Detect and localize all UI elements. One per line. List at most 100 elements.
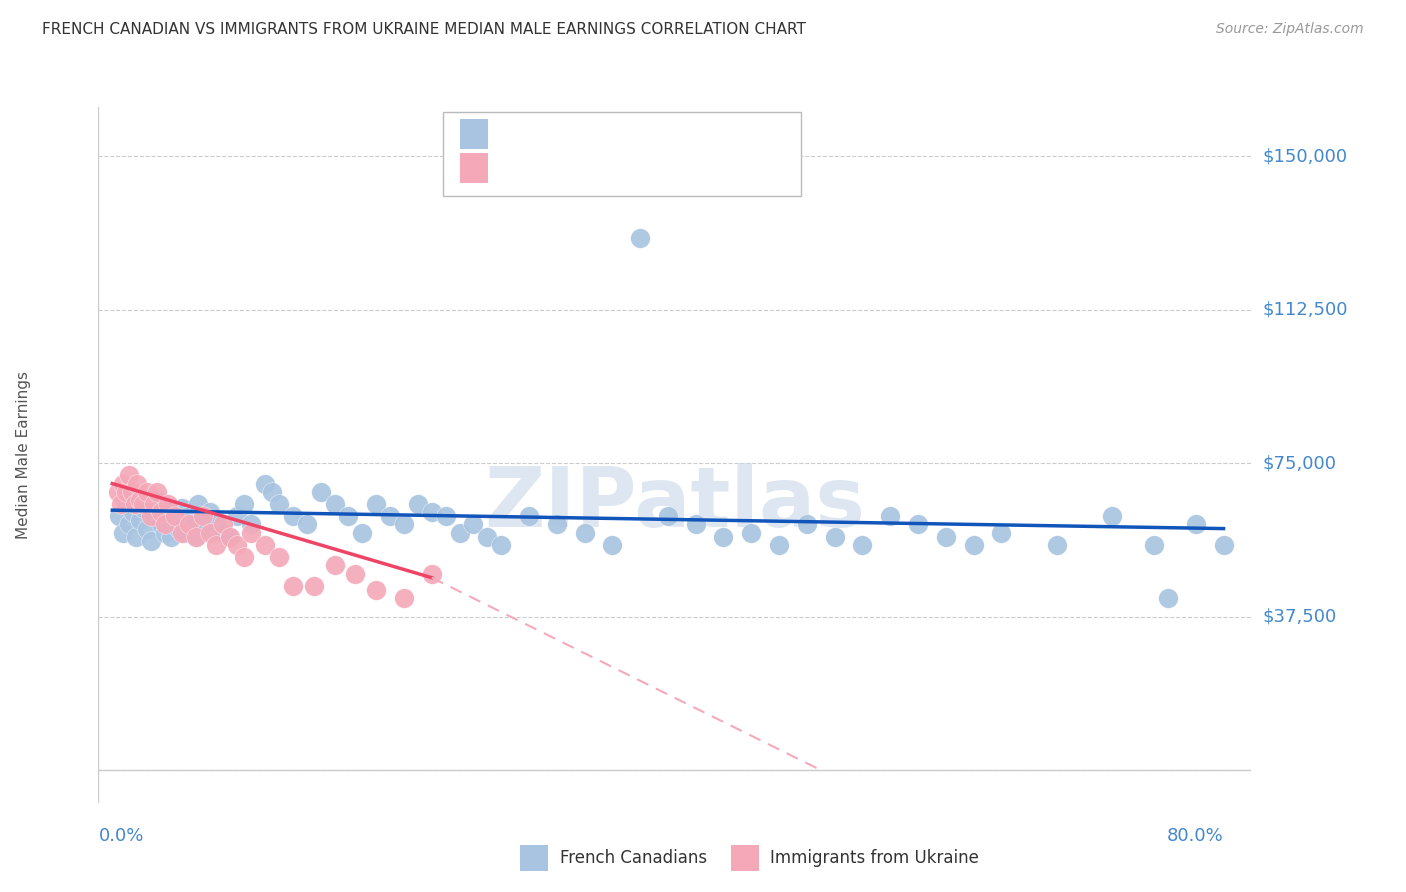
Point [153,517,176,532]
Text: $75,000: $75,000 [1263,454,1337,472]
Point [121,484,143,499]
Point [281,579,304,593]
Point [198,505,221,519]
Point [302,579,325,593]
Point [233,550,256,565]
Point [177,509,200,524]
Point [156,505,179,519]
Text: FRENCH CANADIAN VS IMMIGRANTS FROM UKRAINE MEDIAN MALE EARNINGS CORRELATION CHAR: FRENCH CANADIAN VS IMMIGRANTS FROM UKRAI… [42,22,806,37]
Point [177,517,200,532]
Point [366,497,388,511]
Point [110,497,132,511]
Point [141,509,163,524]
Point [132,497,155,511]
Point [181,517,204,532]
Point [149,505,172,519]
Point [219,530,242,544]
Point [1184,517,1206,532]
Point [392,591,415,606]
Text: R = −0.071   N = 76: R = −0.071 N = 76 [502,125,673,143]
Point [145,484,167,499]
Point [107,484,129,499]
Point [378,509,401,524]
Point [184,530,207,544]
Point [141,533,163,548]
Point [295,517,318,532]
Point [205,517,228,532]
Point [907,517,929,532]
Point [219,530,242,544]
Point [449,525,471,540]
Point [657,509,679,524]
Point [136,484,159,499]
Point [260,484,283,499]
Point [254,538,277,552]
Point [1143,538,1166,552]
Point [187,497,209,511]
Point [574,525,596,540]
Point [546,517,568,532]
Point [129,492,152,507]
Point [124,497,146,511]
Point [115,497,138,511]
Point [323,558,346,573]
Point [962,538,984,552]
Point [352,525,374,540]
Point [323,497,346,511]
Point [477,530,499,544]
Point [602,538,624,552]
Point [129,513,152,527]
Point [851,538,873,552]
Point [309,484,332,499]
Point [935,530,957,544]
Point [366,582,388,597]
Point [108,509,131,524]
Text: $150,000: $150,000 [1263,147,1347,165]
Point [205,538,228,552]
Point [125,530,148,544]
Point [1101,509,1123,524]
Point [184,530,207,544]
Point [153,525,176,540]
Point [159,530,181,544]
Point [149,517,172,532]
Text: 80.0%: 80.0% [1167,828,1223,846]
Point [491,538,513,552]
Point [254,476,277,491]
Point [517,509,540,524]
Point [212,525,235,540]
Text: R = −0.538   N = 38: R = −0.538 N = 38 [502,159,673,177]
Point [226,538,249,552]
Point [1212,538,1234,552]
Point [1046,538,1069,552]
Point [127,476,149,491]
Point [281,509,304,524]
Point [463,517,485,532]
Point [145,492,167,507]
Text: French Canadians: French Canadians [560,849,707,867]
Point [115,484,138,499]
Point [143,509,166,524]
Text: $37,500: $37,500 [1263,607,1337,625]
Point [163,513,186,527]
Point [118,468,141,483]
Text: ZIPatlas: ZIPatlas [485,463,865,544]
Point [879,509,901,524]
Point [420,566,443,581]
Point [713,530,735,544]
Point [173,525,195,540]
Point [392,517,415,532]
Point [118,517,141,532]
Point [191,513,214,527]
Point [434,509,457,524]
Point [796,517,818,532]
Point [990,525,1012,540]
Point [226,509,249,524]
Point [156,497,179,511]
Point [191,509,214,524]
Text: Immigrants from Ukraine: Immigrants from Ukraine [770,849,980,867]
Point [132,501,155,516]
Text: Median Male Earnings: Median Male Earnings [15,371,31,539]
Text: Source: ZipAtlas.com: Source: ZipAtlas.com [1216,22,1364,37]
Point [824,530,846,544]
